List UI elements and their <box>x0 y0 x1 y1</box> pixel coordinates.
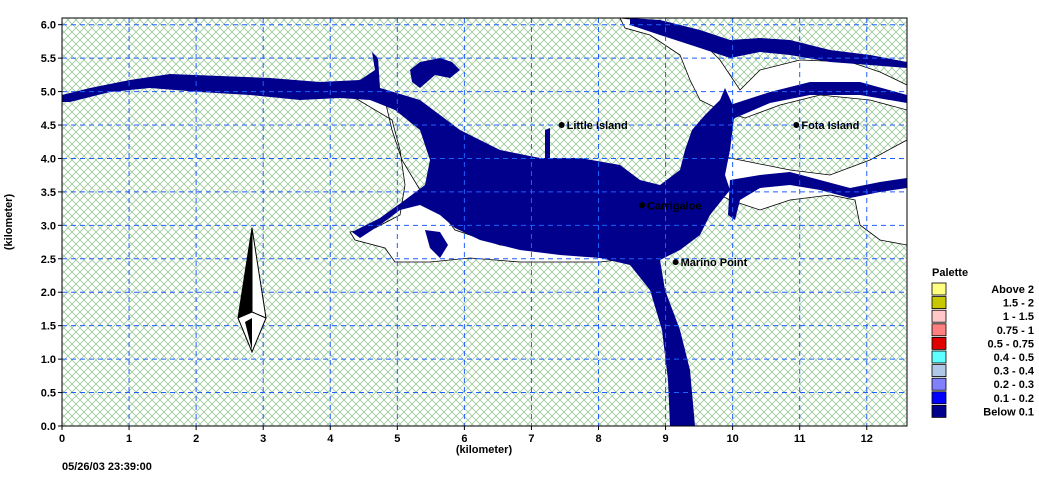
timestamp: 05/26/03 23:39:00 <box>62 461 152 473</box>
y-tick-label: 0.5 <box>41 388 56 400</box>
x-tick-label: 5 <box>394 433 400 445</box>
y-tick-label: 4.5 <box>41 120 56 132</box>
place-label: Carrigaloe <box>647 200 701 212</box>
place-label: Fota Island <box>801 120 859 132</box>
x-tick-label: 8 <box>595 433 601 445</box>
legend-item: 0.3 - 0.4 <box>931 364 1035 378</box>
legend-item: Above 2 <box>931 282 1034 296</box>
place-dot-icon <box>639 202 646 209</box>
channel-upper-north <box>630 18 907 68</box>
place-marker: Little Island <box>558 120 628 132</box>
grid-lines <box>62 18 907 426</box>
place-markers: Little Island Fota Island Carrigaloe Marino… <box>558 120 859 269</box>
place-dot-icon <box>558 122 565 129</box>
legend-items: Above 2 1.5 - 21 - 1.5 0.75 - 10.5 - 0.75 0… <box>931 282 1035 418</box>
legend-label: 1 - 1.5 <box>1003 311 1034 323</box>
channel-east-north <box>700 82 907 135</box>
y-tick-label: 5.0 <box>41 87 56 99</box>
x-tick-label: 11 <box>794 433 806 445</box>
legend-swatch <box>931 404 947 418</box>
creek-branch <box>425 230 448 258</box>
legend-item: 1 - 1.5 <box>931 309 1034 323</box>
legend-swatch <box>931 323 947 337</box>
place-label: Marino Point <box>681 257 748 269</box>
legend-swatch <box>931 336 947 350</box>
inlet-north <box>410 58 460 88</box>
x-axis-ticks: 0 1 2 3 4 5 6 7 8 9 10 11 12 <box>59 426 873 445</box>
legend-swatch <box>931 296 947 310</box>
legend-label: Below 0.1 <box>983 406 1034 418</box>
x-tick-label: 10 <box>727 433 739 445</box>
place-label: Little Island <box>567 120 628 132</box>
x-axis-title: (kilometer) <box>456 444 513 456</box>
x-tick-label: 0 <box>59 433 65 445</box>
legend-item: 0.4 - 0.5 <box>931 350 1034 364</box>
main-channel <box>62 52 735 426</box>
legend-item: Below 0.1 <box>931 404 1034 418</box>
legend-swatch <box>931 282 947 296</box>
plot-frame <box>61 17 908 427</box>
legend-swatch <box>931 350 947 364</box>
place-marker: Carrigaloe <box>639 200 702 212</box>
legend-label: 1.5 - 2 <box>1003 298 1034 310</box>
channel-east-branch <box>728 172 907 220</box>
y-tick-label: 0.0 <box>41 421 56 433</box>
x-tick-label: 9 <box>663 433 669 445</box>
y-tick-label: 1.0 <box>41 354 56 366</box>
y-tick-label: 5.5 <box>41 53 56 65</box>
legend-label: Above 2 <box>991 284 1034 296</box>
legend-item: 1.5 - 2 <box>931 296 1034 310</box>
legend-swatch <box>931 309 947 323</box>
legend-item: 0.1 - 0.2 <box>931 391 1034 405</box>
place-marker: Fota Island <box>793 120 859 132</box>
legend-swatch <box>931 391 947 405</box>
intertidal-area-east <box>689 139 907 246</box>
legend-label: 0.1 - 0.2 <box>994 393 1034 405</box>
y-tick-label: 1.5 <box>41 321 56 333</box>
legend-title: Palette <box>932 267 968 279</box>
x-tick-label: 12 <box>861 433 873 445</box>
legend-item: 0.75 - 1 <box>931 323 1034 337</box>
legend-item: 0.5 - 0.75 <box>931 336 1034 350</box>
legend-label: 0.5 - 0.75 <box>988 338 1034 350</box>
y-axis-ticks: 0.0 0.5 1.0 1.5 2.0 2.5 3.0 3.5 4.0 4.5 5.0 5.5 6.0 <box>41 20 62 433</box>
north-arrow-icon <box>237 227 267 354</box>
x-tick-label: 1 <box>126 433 132 445</box>
palette-legend: Palette Above 2 1.5 - 21 - 1.5 0.75 - 10.5… <box>931 267 1035 418</box>
x-tick-label: 3 <box>260 433 266 445</box>
y-tick-label: 3.5 <box>41 187 56 199</box>
y-axis-title: (kilometer) <box>3 194 15 251</box>
legend-item: 0.2 - 0.3 <box>931 377 1034 391</box>
x-tick-label: 6 <box>461 433 467 445</box>
pier <box>545 128 550 160</box>
x-tick-label: 2 <box>193 433 199 445</box>
x-tick-label: 7 <box>528 433 534 445</box>
legend-label: 0.2 - 0.3 <box>994 379 1034 391</box>
legend-swatch <box>931 364 947 378</box>
legend-swatch <box>931 377 947 391</box>
y-tick-label: 3.0 <box>41 220 56 232</box>
x-tick-label: 4 <box>327 433 334 445</box>
water-body <box>62 18 907 426</box>
place-marker: Marino Point <box>672 257 748 269</box>
place-dot-icon <box>793 122 800 129</box>
y-tick-label: 6.0 <box>41 20 56 32</box>
y-tick-label: 4.0 <box>41 153 56 165</box>
place-dot-icon <box>672 259 679 266</box>
legend-label: 0.3 - 0.4 <box>994 366 1035 378</box>
legend-label: 0.75 - 1 <box>997 325 1034 337</box>
y-tick-label: 2.0 <box>41 287 56 299</box>
legend-label: 0.4 - 0.5 <box>994 352 1034 364</box>
y-tick-label: 2.5 <box>41 254 56 266</box>
